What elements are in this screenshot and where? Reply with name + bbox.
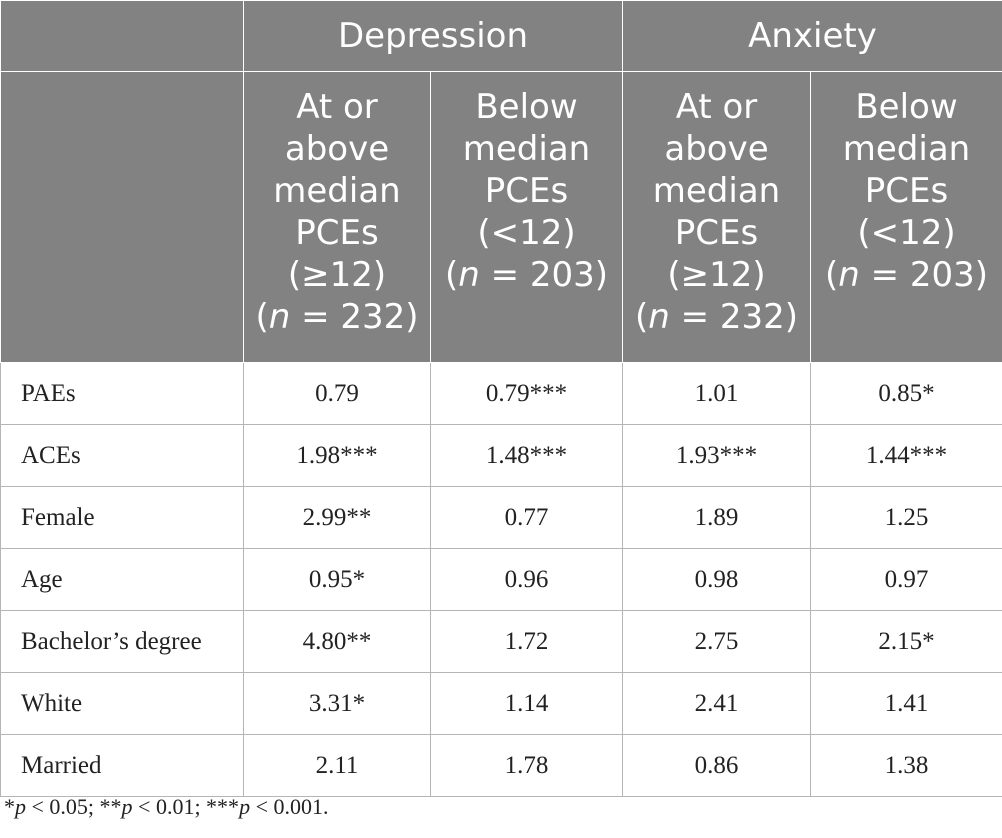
row-label: Married <box>0 734 244 797</box>
table-cell: 1.44*** <box>810 424 1002 487</box>
group-header-row: Depression Anxiety <box>0 0 1002 72</box>
n-symbol: n <box>268 297 291 337</box>
table-row: Age 0.95* 0.96 0.98 0.97 <box>0 548 1002 611</box>
table-cell: 1.93*** <box>622 424 811 487</box>
table-cell: 1.25 <box>810 486 1002 549</box>
row-label: PAEs <box>0 362 244 425</box>
table-cell: 2.99** <box>243 486 431 549</box>
results-table: Depression Anxiety At or above median PC… <box>0 0 1002 797</box>
header-line: At or <box>675 87 758 127</box>
n-symbol: n <box>458 255 480 295</box>
table-cell: 1.72 <box>430 610 623 673</box>
empty-header-cell <box>0 71 244 363</box>
header-line: Below <box>855 87 958 127</box>
table-cell: 0.96 <box>430 548 623 611</box>
table-cell: 1.41 <box>810 672 1002 735</box>
group-header-anxiety: Anxiety <box>622 0 1002 72</box>
header-line: median <box>652 171 781 211</box>
table-cell: 1.38 <box>810 734 1002 797</box>
n-value: = 232) <box>669 297 799 337</box>
table-cell: 0.86 <box>622 734 811 797</box>
sample-size: (n = 232) <box>255 297 419 337</box>
header-line: PCEs <box>484 171 569 211</box>
table-cell: 2.75 <box>622 610 811 673</box>
row-label: Bachelor’s degree <box>0 610 244 673</box>
table-cell: 4.80** <box>243 610 431 673</box>
group-header-depression: Depression <box>243 0 623 72</box>
empty-header-cell <box>0 0 244 72</box>
table-row: Female 2.99** 0.77 1.89 1.25 <box>0 486 1002 549</box>
row-label: White <box>0 672 244 735</box>
row-label: ACEs <box>0 424 244 487</box>
header-line: (<12) <box>857 213 956 253</box>
table-cell: 0.95* <box>243 548 431 611</box>
col-header-anxiety-below: Below median PCEs (<12) (n = 203) <box>810 71 1002 363</box>
header-line: median <box>273 171 401 211</box>
sample-size: (n = 203) <box>824 255 989 295</box>
n-value: = 232) <box>290 297 419 337</box>
row-label: Female <box>0 486 244 549</box>
footnote-text: < 0.001. <box>250 794 329 819</box>
col-header-anxiety-above: At or above median PCEs (≥12) (n = 232) <box>622 71 811 363</box>
p-symbol: p <box>15 794 26 819</box>
table-cell: 2.15* <box>810 610 1002 673</box>
footnote-text: < 0.01; *** <box>132 794 240 819</box>
header-line: PCEs <box>674 213 759 253</box>
table-cell: 2.41 <box>622 672 811 735</box>
table-cell: 0.97 <box>810 548 1002 611</box>
n-symbol: n <box>838 255 860 295</box>
table-cell: 1.98*** <box>243 424 431 487</box>
n-value: = 203) <box>479 255 609 295</box>
table-cell: 0.77 <box>430 486 623 549</box>
header-line: (<12) <box>477 213 576 253</box>
table-cell: 1.78 <box>430 734 623 797</box>
table-cell: 0.85* <box>810 362 1002 425</box>
table-row: ACEs 1.98*** 1.48*** 1.93*** 1.44*** <box>0 424 1002 487</box>
header-line: above <box>664 129 769 169</box>
table-cell: 2.11 <box>243 734 431 797</box>
col-header-depression-below: Below median PCEs (<12) (n = 203) <box>430 71 623 363</box>
table-cell: 1.48*** <box>430 424 623 487</box>
table-cell: 0.79*** <box>430 362 623 425</box>
table-row: Married 2.11 1.78 0.86 1.38 <box>0 734 1002 797</box>
header-line: median <box>462 129 591 169</box>
table-row: PAEs 0.79 0.79*** 1.01 0.85* <box>0 362 1002 425</box>
n-value: = 203) <box>859 255 989 295</box>
table-cell: 1.14 <box>430 672 623 735</box>
table-cell: 3.31* <box>243 672 431 735</box>
table-cell: 0.79 <box>243 362 431 425</box>
table-cell: 1.89 <box>622 486 811 549</box>
sample-size: (n = 203) <box>444 255 609 295</box>
table-row: White 3.31* 1.14 2.41 1.41 <box>0 672 1002 735</box>
row-label: Age <box>0 548 244 611</box>
footnote-text: < 0.05; ** <box>26 794 122 819</box>
table-row: Bachelor’s degree 4.80** 1.72 2.75 2.15* <box>0 610 1002 673</box>
header-line: At or <box>296 87 378 127</box>
header-line: PCEs <box>295 213 379 253</box>
table-cell: 0.98 <box>622 548 811 611</box>
header-line: median <box>842 129 971 169</box>
header-line: above <box>284 129 390 169</box>
header-line: PCEs <box>864 171 949 211</box>
table-footnote: *p < 0.05; **p < 0.01; ***p < 0.001. <box>4 794 329 819</box>
n-symbol: n <box>648 297 670 337</box>
header-line: Below <box>475 87 578 127</box>
header-line: (≥12) <box>287 255 387 295</box>
column-header-row: At or above median PCEs (≥12) (n = 232) … <box>0 71 1002 363</box>
col-header-depression-above: At or above median PCEs (≥12) (n = 232) <box>243 71 431 363</box>
sample-size: (n = 232) <box>634 297 799 337</box>
p-symbol: p <box>239 794 251 819</box>
header-line: (≥12) <box>667 255 766 295</box>
p-symbol: p <box>121 794 133 819</box>
table-cell: 1.01 <box>622 362 811 425</box>
